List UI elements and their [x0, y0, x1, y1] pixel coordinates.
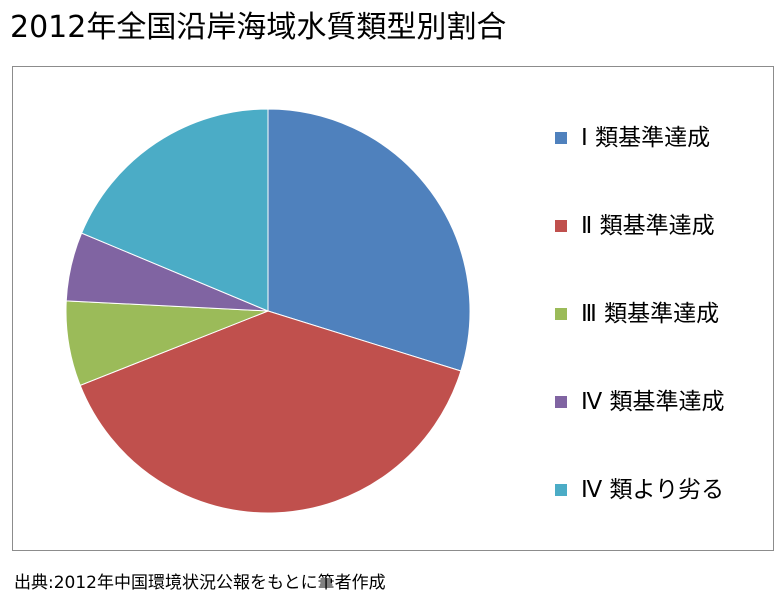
legend-swatch [555, 396, 567, 408]
legend-swatch [555, 484, 567, 496]
legend-label: Ⅰ 類基準達成 [581, 125, 711, 151]
legend-swatch [555, 132, 567, 144]
legend-swatch [555, 220, 567, 232]
chart-title: 2012年全国沿岸海域水質類型別割合 [10, 10, 507, 45]
legend-item: Ⅲ 類基準達成 [555, 296, 770, 384]
legend-item: Ⅱ 類基準達成 [555, 208, 770, 296]
source-note: 出典:2012年中国環境状況公報をもとに筆者作成 [14, 573, 386, 593]
legend-swatch [555, 308, 567, 320]
pie-slice-1 [267, 108, 471, 372]
pie-slice-5 [80, 108, 269, 312]
legend-item: Ⅰ 類基準達成 [555, 120, 770, 208]
legend-item: Ⅳ 類基準達成 [555, 384, 770, 472]
legend-label: Ⅱ 類基準達成 [581, 213, 715, 239]
legend-item: Ⅳ 類より劣る [555, 472, 770, 560]
legend-label: Ⅳ 類より劣る [581, 477, 725, 503]
legend-label: Ⅲ 類基準達成 [581, 301, 720, 327]
pie-slice-2 [79, 310, 462, 514]
legend-label: Ⅳ 類基準達成 [581, 389, 725, 415]
chart-legend: Ⅰ 類基準達成 Ⅱ 類基準達成 Ⅲ 類基準達成 Ⅳ 類基準達成 Ⅳ 類より劣る [555, 120, 770, 560]
pie-slices [65, 108, 471, 514]
